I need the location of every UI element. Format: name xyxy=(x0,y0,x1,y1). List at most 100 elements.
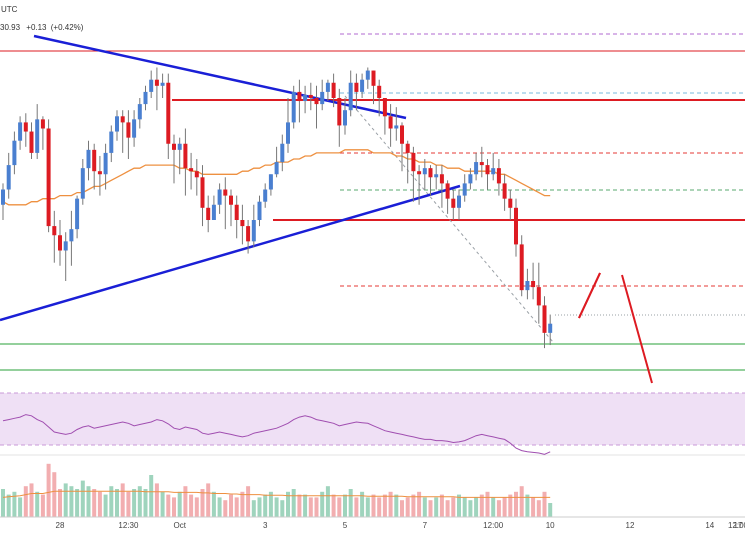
candle-up xyxy=(211,204,216,220)
candle-up xyxy=(291,91,296,123)
candle-up xyxy=(143,91,148,105)
volume-bar-up xyxy=(268,491,273,517)
volume-bar-up xyxy=(211,491,216,517)
candle-down xyxy=(508,198,513,208)
volume-bar-down xyxy=(428,500,433,517)
volume-bar-up xyxy=(422,497,427,517)
volume-bar-up xyxy=(274,497,279,517)
candle-down xyxy=(405,143,410,153)
volume-bar-up xyxy=(365,497,370,517)
candle-up xyxy=(18,122,23,141)
volume-bar-down xyxy=(388,491,393,517)
volume-bar-up xyxy=(320,491,325,517)
volume-bar-down xyxy=(439,494,444,517)
candle-up xyxy=(132,119,137,138)
volume-bar-down xyxy=(400,500,404,517)
volume-bar-up xyxy=(525,494,530,517)
volume-bar-up xyxy=(86,486,91,517)
candle-down xyxy=(46,128,51,227)
x-tick-label: 12:00 xyxy=(728,521,745,530)
candle-down xyxy=(496,168,501,184)
candle-up xyxy=(286,122,290,144)
candle-down xyxy=(377,85,382,98)
candle-down xyxy=(120,116,125,123)
candle-up xyxy=(320,91,325,105)
x-tick-label: Oct xyxy=(173,521,186,530)
x-tick-label: 3 xyxy=(263,521,268,530)
volume-bar-up xyxy=(343,494,347,517)
volume-bar-up xyxy=(217,497,222,517)
volume-bar-down xyxy=(514,491,518,517)
volume-bar-up xyxy=(474,497,479,517)
candles xyxy=(1,67,553,349)
candle-up xyxy=(35,119,40,153)
candle-down xyxy=(314,98,319,105)
volume-bar-up xyxy=(251,500,256,517)
candle-down xyxy=(183,143,188,169)
candle-down xyxy=(417,171,422,175)
volume-bar-up xyxy=(109,486,114,517)
volume-bar-up xyxy=(303,494,308,517)
volume-bar-down xyxy=(485,491,490,517)
volume-bar-down xyxy=(23,486,28,517)
x-tick-label: 28 xyxy=(56,521,65,530)
rsi-band-fill xyxy=(0,393,745,445)
candle-up xyxy=(263,189,268,202)
x-tick-label: 12:00 xyxy=(483,521,504,530)
descending-trendline xyxy=(33,34,407,120)
volume-bar-down xyxy=(166,494,171,517)
volume-bar-down xyxy=(120,483,125,517)
volume-bar-up xyxy=(132,489,137,517)
candle-down xyxy=(371,70,376,86)
candle-up xyxy=(360,79,365,92)
candle-down xyxy=(58,235,62,251)
volume-bar-up xyxy=(115,489,119,517)
volume-bar-up xyxy=(457,494,461,517)
candle-down xyxy=(519,244,524,291)
volume-bar-down xyxy=(229,494,233,517)
volume-bar-up xyxy=(80,480,85,517)
candle-down xyxy=(331,82,336,98)
candle-down xyxy=(172,143,176,150)
candle-up xyxy=(217,189,222,205)
volume-bar-down xyxy=(331,494,336,517)
candle-down xyxy=(451,198,456,208)
candle-down xyxy=(166,82,171,144)
candle-down xyxy=(23,122,28,132)
volume-bar-down xyxy=(234,497,239,517)
candle-up xyxy=(422,168,427,175)
volume-bar-down xyxy=(92,489,97,517)
volume-bar-down xyxy=(371,494,376,517)
x-tick-label: 12 xyxy=(626,521,635,530)
candle-up xyxy=(268,174,273,190)
volume-bar-up xyxy=(548,503,553,517)
rsi-panel xyxy=(0,392,745,446)
candle-up xyxy=(69,229,74,242)
candle-down xyxy=(223,189,228,196)
header-price: 30.93 xyxy=(0,23,21,32)
volume-bar-up xyxy=(468,500,473,517)
volume-bar-down xyxy=(223,500,228,517)
volume-bar-down xyxy=(536,500,541,517)
volume-bar-up xyxy=(149,475,154,517)
volume-bar-down xyxy=(405,497,410,517)
candle-down xyxy=(531,281,536,288)
volume-bar-up xyxy=(263,494,268,517)
volume-bar-down xyxy=(496,500,501,517)
volume-bar-down xyxy=(200,489,205,517)
candle-down xyxy=(189,168,194,172)
volume-bar-up xyxy=(69,486,74,517)
candle-up xyxy=(491,168,496,175)
volume-bar-down xyxy=(417,491,422,517)
candle-up xyxy=(343,110,347,126)
candle-up xyxy=(257,201,262,220)
candle-down xyxy=(200,177,205,208)
volume-bar-down xyxy=(531,497,536,517)
volume-bar-up xyxy=(143,489,148,517)
candle-up xyxy=(6,165,11,190)
candle-down xyxy=(337,98,342,126)
volume-bar-down xyxy=(354,497,359,517)
candle-up xyxy=(348,82,353,111)
volume-bar-up xyxy=(6,494,11,517)
candle-down xyxy=(97,171,102,175)
